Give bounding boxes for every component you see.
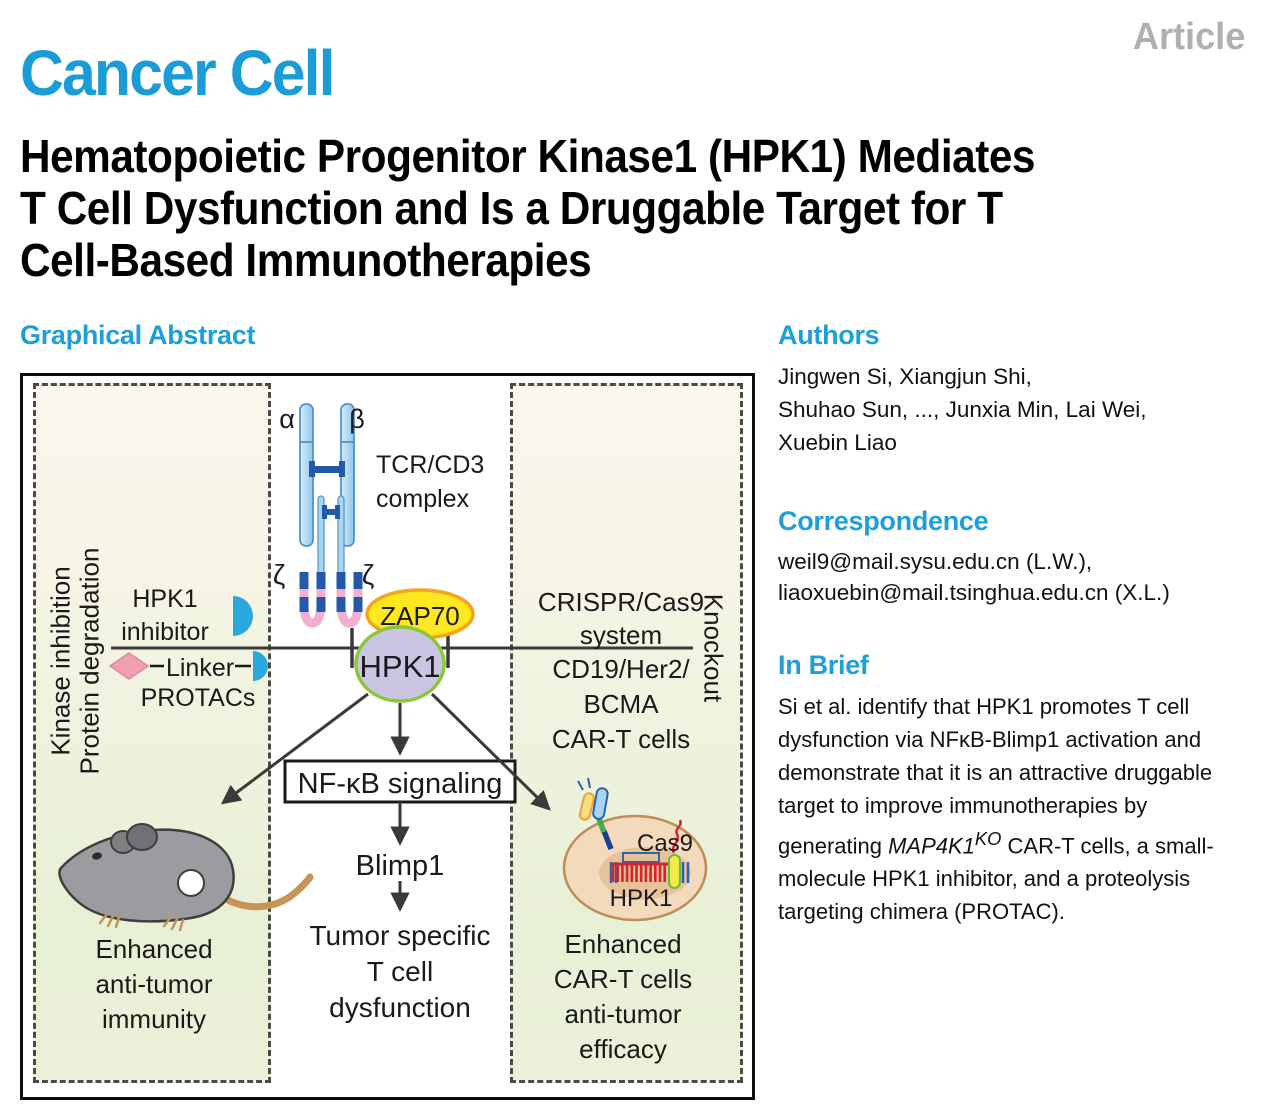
- inhibitor-half-disc-icon: [233, 596, 253, 636]
- in-brief-text: Si et al. identify that HPK1 promotes T …: [778, 690, 1256, 928]
- alpha-chain-label: α: [279, 404, 295, 434]
- zap70-label: ZAP70: [380, 601, 460, 631]
- tcr-cd3-label: TCR/CD3 complex: [376, 451, 485, 513]
- author-line: Jingwen Si, Xiangjun Shi,: [778, 364, 1032, 389]
- dna-cas9-icon: [609, 819, 690, 889]
- left-strategy-panel: [33, 383, 271, 1083]
- car-t-targets-label: CD19/Her2/ BCMA CAR-T cells: [551, 654, 691, 754]
- paper-title-line: T Cell Dysfunction and Is a Druggable Ta…: [20, 182, 1003, 234]
- journal-logo: Cancer Cell: [20, 37, 336, 109]
- right-strategy-panel: [510, 383, 743, 1083]
- correspondence-emails: weil9@mail.sysu.edu.cn (L.W.), liaoxuebi…: [778, 546, 1260, 608]
- enhanced-cart-label: Enhanced CAR-T cells anti-tumor efficacy: [553, 929, 693, 1064]
- summary-column: Authors Jingwen Si, Xiangjun Shi, Shuhao…: [778, 320, 1260, 928]
- zeta-left-label: ζ: [272, 559, 286, 590]
- graphical-abstract-heading: Graphical Abstract: [20, 320, 256, 350]
- kinase-inhibition-label: Kinase inhibition: [45, 566, 76, 756]
- protacs-label: PROTACs: [140, 684, 256, 712]
- tumor-dysfunction-label: Tumor specific T cell dysfunction: [309, 920, 491, 1023]
- paper-title-line: Hematopoietic Progenitor Kinase1 (HPK1) …: [20, 130, 1035, 182]
- author-line: Shuhao Sun, ..., Junxia Min, Lai Wei,: [778, 397, 1147, 422]
- author-line: Xuebin Liao: [778, 430, 897, 455]
- linker-label: Linker: [165, 654, 235, 682]
- authors-list: Jingwen Si, Xiangjun Shi, Shuhao Sun, ..…: [778, 360, 1260, 459]
- nfkb-signaling-label: NF-κB signaling: [297, 768, 503, 800]
- hpk1-gene-label: HPK1: [609, 885, 673, 912]
- gene-superscript: KO: [974, 828, 1002, 849]
- mouse-illustration: [58, 823, 314, 932]
- graphical-abstract-figure: α β ζ ζ TCR/CD3 complex ZAP70 HPK1 HPK1 …: [20, 373, 755, 1100]
- nfkb-signaling-box: [283, 759, 517, 804]
- crispr-cas9-label: CRISPR/Cas9 system: [537, 587, 705, 650]
- blimp1-label: Blimp1: [355, 850, 445, 882]
- in-brief-text-after: CAR-T cells, a small-molecule HPK1 inhib…: [778, 833, 1214, 925]
- hpk1-inhibitor-label: HPK1 inhibitor: [121, 585, 209, 646]
- correspondence-heading: Correspondence: [778, 506, 989, 536]
- in-brief-block: Si et al. identify that HPK1 promotes T …: [778, 690, 1260, 928]
- figure-drawing: [58, 403, 708, 932]
- protein-degradation-label: Protein degradation: [74, 547, 105, 775]
- correspondence-email[interactable]: liaoxuebin@mail.tsinghua.edu.cn (X.L.): [778, 580, 1170, 605]
- beta-chain-label: β: [349, 404, 365, 434]
- authors-heading: Authors: [778, 320, 880, 350]
- protac-icon: [108, 651, 268, 681]
- pathway-arrows: [220, 692, 551, 912]
- in-brief-heading: In Brief: [778, 650, 869, 680]
- paper-title: Hematopoietic Progenitor Kinase1 (HPK1) …: [20, 130, 1035, 286]
- knockout-label: Knockout: [698, 593, 729, 703]
- cas9-label: Cas9: [636, 830, 694, 857]
- article-type-badge: Article: [1132, 16, 1245, 58]
- zeta-right-label: ζ: [361, 559, 375, 590]
- paper-title-line: Cell-Based Immunotherapies: [20, 234, 592, 286]
- hpk1-label: HPK1: [359, 649, 441, 684]
- gene-symbol: MAP4K1: [888, 833, 975, 859]
- enhanced-immunity-label: Enhanced anti-tumor immunity: [95, 934, 213, 1034]
- in-brief-text-before: Si et al. identify that HPK1 promotes T …: [778, 694, 1213, 859]
- hpk1-oval: [354, 625, 446, 703]
- tcr-cd3-complex-icon: [299, 403, 363, 628]
- correspondence-email[interactable]: weil9@mail.sysu.edu.cn (L.W.),: [778, 549, 1093, 574]
- car-receptor-icon: [577, 777, 614, 850]
- car-t-cell-illustration: [562, 777, 708, 922]
